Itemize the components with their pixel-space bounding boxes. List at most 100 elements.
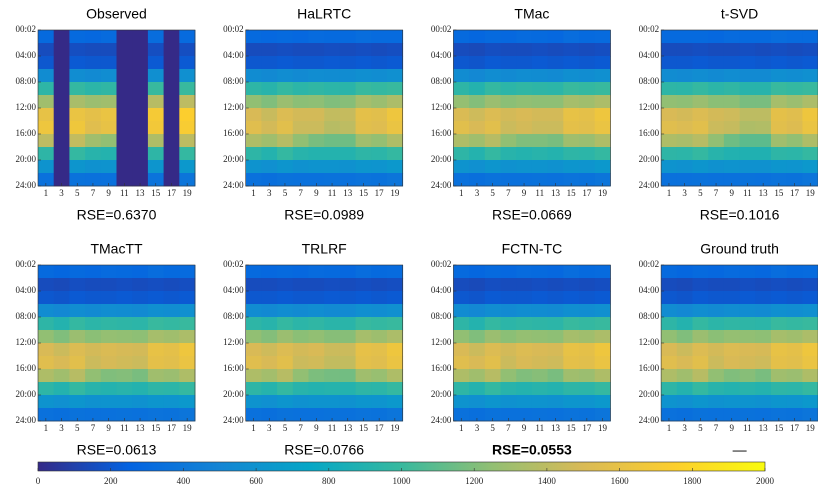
heat-cell bbox=[708, 369, 725, 383]
heat-cell bbox=[755, 30, 772, 44]
heat-cell bbox=[147, 278, 164, 292]
x-tick-label: 7 bbox=[714, 188, 719, 198]
heat-cell bbox=[324, 134, 341, 148]
heat-cell bbox=[661, 121, 678, 135]
heat-cell bbox=[771, 330, 788, 344]
heat-cell bbox=[661, 395, 678, 409]
x-tick-label: 17 bbox=[790, 423, 800, 433]
heat-cell bbox=[387, 382, 404, 396]
heat-cell bbox=[755, 330, 772, 344]
x-tick-label: 11 bbox=[328, 188, 337, 198]
x-tick-label: 11 bbox=[535, 188, 544, 198]
heat-cell bbox=[324, 95, 341, 109]
x-tick-label: 1 bbox=[459, 188, 464, 198]
heat-cell bbox=[261, 173, 278, 187]
y-tick-label: 08:00 bbox=[15, 76, 36, 86]
heat-cell bbox=[786, 304, 803, 318]
heat-cell bbox=[261, 291, 278, 305]
x-tick-label: 3 bbox=[59, 188, 64, 198]
heat-cell bbox=[708, 265, 725, 279]
heat-cell bbox=[755, 134, 772, 148]
y-tick-label: 12:00 bbox=[639, 102, 660, 112]
heat-cell bbox=[802, 369, 818, 383]
heat-cell bbox=[516, 108, 533, 122]
heat-cell bbox=[116, 330, 133, 344]
y-tick-label: 12:00 bbox=[431, 102, 452, 112]
x-tick-label: 1 bbox=[667, 188, 672, 198]
heat-cell bbox=[116, 69, 133, 83]
heat-cell bbox=[786, 160, 803, 174]
heat-cell bbox=[324, 43, 341, 57]
heat-cell bbox=[85, 82, 102, 96]
heat-cell bbox=[531, 291, 548, 305]
x-tick-label: 15 bbox=[359, 188, 369, 198]
rse-caption: RSE=0.0669 bbox=[492, 207, 572, 223]
heat-cell bbox=[563, 317, 580, 331]
heat-cell bbox=[500, 147, 517, 161]
heat-cell bbox=[484, 395, 501, 409]
heat-cell bbox=[786, 356, 803, 370]
heat-cell bbox=[484, 265, 501, 279]
heat-cell bbox=[579, 369, 596, 383]
heat-cell bbox=[147, 382, 164, 396]
heat-cell bbox=[85, 291, 102, 305]
heat-cell bbox=[676, 395, 693, 409]
heat-cell bbox=[692, 265, 709, 279]
x-tick-label: 3 bbox=[682, 423, 687, 433]
heat-cell bbox=[53, 304, 70, 318]
heat-cell bbox=[69, 395, 86, 409]
y-tick-label: 24:00 bbox=[223, 180, 244, 190]
heat-cell bbox=[708, 317, 725, 331]
heat-cell bbox=[771, 278, 788, 292]
heat-cell bbox=[500, 69, 517, 83]
heat-cell bbox=[355, 343, 372, 357]
heat-cell bbox=[261, 121, 278, 135]
heat-cell bbox=[516, 147, 533, 161]
heat-cell bbox=[69, 265, 86, 279]
heat-cell bbox=[661, 108, 678, 122]
heat-cell bbox=[116, 408, 133, 422]
heat-cell bbox=[563, 160, 580, 174]
heat-cell bbox=[594, 330, 611, 344]
heat-cell bbox=[147, 173, 164, 187]
heat-cell bbox=[547, 317, 564, 331]
heat-cell bbox=[292, 356, 309, 370]
heat-cell bbox=[179, 160, 196, 174]
heat-cell bbox=[708, 82, 725, 96]
y-tick-label: 00:02 bbox=[431, 259, 452, 269]
heat-cell bbox=[755, 291, 772, 305]
heat-cell bbox=[484, 43, 501, 57]
y-tick-label: 04:00 bbox=[639, 285, 660, 295]
heat-cell bbox=[292, 395, 309, 409]
x-tick-label: 9 bbox=[522, 188, 527, 198]
heat-cell bbox=[484, 108, 501, 122]
heat-cell bbox=[147, 304, 164, 318]
heat-cell bbox=[179, 304, 196, 318]
panel: TMacTT 00:02 04:00 08:00 12:00 16:00 20:00 24:0… bbox=[15, 241, 196, 458]
heat-cell bbox=[786, 121, 803, 135]
heat-cell bbox=[308, 343, 325, 357]
x-tick-label: 5 bbox=[490, 423, 495, 433]
heat-cell bbox=[739, 369, 756, 383]
heat-cell bbox=[594, 317, 611, 331]
heat-cell bbox=[771, 160, 788, 174]
heat-cell bbox=[771, 108, 788, 122]
heat-cell bbox=[163, 147, 180, 161]
heat-cell bbox=[163, 304, 180, 318]
heat-cell bbox=[531, 395, 548, 409]
heat-cell bbox=[277, 30, 294, 44]
heat-cell bbox=[579, 56, 596, 70]
y-tick-label: 04:00 bbox=[223, 285, 244, 295]
x-tick-label: 13 bbox=[343, 423, 353, 433]
heat-cell bbox=[38, 408, 55, 422]
heat-cell bbox=[708, 408, 725, 422]
heat-cell bbox=[500, 108, 517, 122]
heat-cell bbox=[179, 343, 196, 357]
heat-cell bbox=[292, 82, 309, 96]
heat-cell bbox=[579, 134, 596, 148]
heat-cell bbox=[469, 173, 486, 187]
heat-cell bbox=[739, 343, 756, 357]
x-tick-label: 17 bbox=[167, 423, 177, 433]
heat-cell bbox=[132, 95, 149, 109]
y-tick-label: 16:00 bbox=[639, 128, 660, 138]
